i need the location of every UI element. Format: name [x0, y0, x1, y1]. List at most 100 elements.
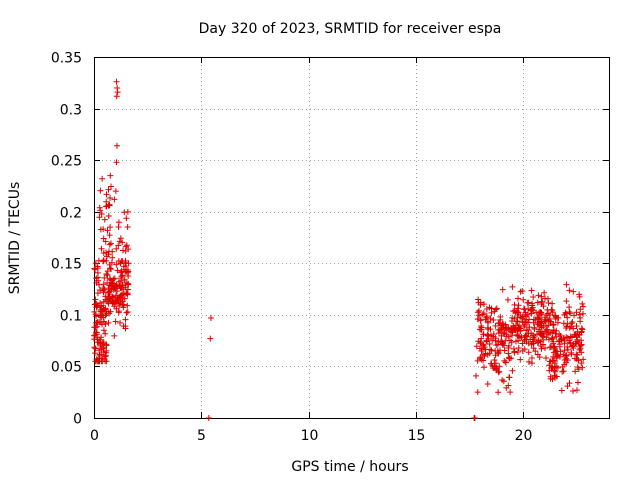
- axis-ticks: 0 5 10 15 20 0 0.05 0.1 0.15 0.2 0.25 0.3 0.35: [51, 51, 609, 444]
- data-point: [499, 340, 506, 347]
- data-point: [580, 356, 587, 363]
- data-point: [97, 340, 104, 347]
- data-point: [553, 333, 560, 340]
- data-point: [517, 327, 524, 334]
- data-point: [115, 224, 122, 231]
- data-point: [549, 307, 556, 314]
- data-point: [111, 275, 118, 282]
- data-point: [529, 332, 536, 339]
- data-point: [532, 348, 539, 355]
- x-tick-label: 15: [408, 428, 426, 444]
- data-point: [475, 309, 482, 316]
- data-point: [103, 271, 110, 278]
- data-point: [550, 321, 557, 328]
- data-point: [92, 332, 99, 339]
- data-point: [120, 301, 127, 308]
- data-point: [112, 188, 119, 195]
- data-point: [578, 349, 585, 356]
- data-point: [580, 310, 587, 317]
- data-point: [473, 343, 480, 350]
- data-point: [501, 357, 508, 364]
- data-point: [525, 299, 532, 306]
- data-point: [471, 415, 478, 421]
- data-point: [92, 296, 99, 303]
- data-point: [495, 389, 502, 396]
- data-point: [103, 352, 110, 359]
- data-point: [538, 332, 545, 339]
- data-point: [104, 227, 111, 234]
- data-point: [577, 306, 584, 313]
- data-point: [560, 320, 567, 327]
- data-point: [104, 268, 111, 275]
- data-point: [538, 293, 545, 300]
- data-point: [527, 306, 534, 313]
- data-point: [108, 285, 115, 292]
- data-point: [115, 242, 122, 249]
- data-point: [112, 318, 119, 325]
- data-point: [554, 319, 561, 326]
- x-tick-label: 10: [301, 428, 319, 444]
- data-point: [486, 304, 493, 311]
- data-point: [115, 309, 122, 316]
- data-point: [114, 89, 121, 96]
- data-point: [91, 350, 98, 357]
- data-point: [92, 260, 99, 267]
- data-point: [109, 293, 116, 300]
- y-tick-label: 0.3: [60, 103, 82, 119]
- data-point: [91, 344, 98, 351]
- data-point: [476, 312, 483, 319]
- data-point: [563, 281, 570, 288]
- chart-title: Day 320 of 2023, SRMTID for receiver esp…: [199, 21, 502, 37]
- data-point: [97, 226, 104, 233]
- data-point: [97, 207, 104, 214]
- data-point: [575, 357, 582, 364]
- data-point: [514, 348, 521, 355]
- data-point: [515, 295, 522, 302]
- data-point: [517, 288, 524, 295]
- data-point: [548, 363, 555, 370]
- data-point: [525, 349, 532, 356]
- data-point: [526, 324, 533, 331]
- data-point: [530, 294, 537, 301]
- data-point: [506, 374, 513, 381]
- data-point: [560, 368, 567, 375]
- data-point: [529, 302, 536, 309]
- data-point: [551, 312, 558, 319]
- data-point: [123, 309, 130, 316]
- data-point: [109, 254, 116, 261]
- data-point: [579, 364, 586, 371]
- data-point: [100, 285, 107, 292]
- data-point: [546, 367, 553, 374]
- data-point: [546, 362, 553, 369]
- grid-lines: [94, 57, 609, 418]
- data-point: [106, 201, 113, 208]
- data-point: [484, 381, 491, 388]
- data-point: [530, 319, 537, 326]
- data-point: [503, 384, 510, 391]
- data-point: [561, 347, 568, 354]
- data-point: [122, 316, 129, 323]
- data-point: [578, 360, 585, 367]
- data-point: [98, 314, 105, 321]
- data-point: [558, 336, 565, 343]
- data-point: [124, 308, 131, 315]
- data-point: [117, 275, 124, 282]
- data-point: [528, 360, 535, 367]
- data-point: [575, 366, 582, 373]
- data-point: [501, 347, 508, 354]
- data-point: [489, 337, 496, 344]
- data-point: [577, 345, 584, 352]
- y-tick-label: 0.15: [51, 257, 82, 273]
- data-point: [574, 338, 581, 345]
- data-point: [480, 301, 487, 308]
- data-point: [521, 337, 528, 344]
- data-point: [119, 239, 126, 246]
- data-point: [474, 389, 481, 396]
- data-point: [519, 340, 526, 347]
- data-point: [477, 301, 484, 308]
- data-point: [98, 302, 105, 309]
- data-point: [577, 314, 584, 321]
- data-point: [473, 372, 480, 379]
- data-point: [573, 309, 580, 316]
- data-point: [552, 374, 559, 381]
